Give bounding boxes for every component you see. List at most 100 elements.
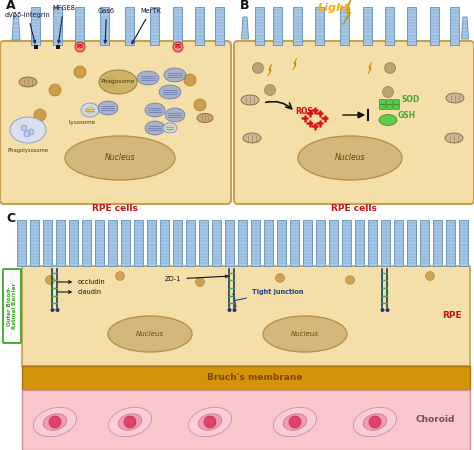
Bar — [100, 7, 109, 45]
Bar — [147, 220, 156, 266]
Bar — [126, 7, 135, 45]
Bar — [382, 220, 391, 266]
Ellipse shape — [283, 414, 307, 430]
Bar — [75, 7, 84, 45]
Text: Tight junction: Tight junction — [232, 289, 303, 307]
Bar — [56, 220, 65, 266]
Polygon shape — [268, 64, 272, 76]
Bar — [18, 220, 27, 266]
Text: RPE: RPE — [442, 311, 462, 320]
Text: Phagosome: Phagosome — [101, 80, 135, 85]
Circle shape — [74, 66, 86, 78]
Ellipse shape — [167, 126, 173, 130]
Bar — [434, 220, 443, 266]
Text: RPE cells: RPE cells — [92, 204, 138, 213]
Ellipse shape — [263, 316, 347, 352]
Circle shape — [116, 271, 125, 280]
Ellipse shape — [118, 414, 142, 430]
Bar — [200, 220, 209, 266]
Polygon shape — [462, 17, 468, 39]
Circle shape — [28, 129, 34, 135]
Circle shape — [104, 76, 116, 88]
Ellipse shape — [164, 68, 186, 82]
Ellipse shape — [273, 407, 317, 436]
Circle shape — [51, 308, 55, 312]
Ellipse shape — [198, 414, 222, 430]
Circle shape — [124, 416, 136, 428]
Circle shape — [275, 274, 284, 283]
Circle shape — [385, 308, 390, 312]
Ellipse shape — [197, 113, 213, 122]
Ellipse shape — [243, 133, 261, 143]
Bar — [293, 7, 302, 45]
Circle shape — [34, 109, 46, 121]
Ellipse shape — [10, 117, 46, 143]
Ellipse shape — [34, 407, 77, 436]
Bar — [340, 7, 349, 45]
Text: claudin: claudin — [58, 289, 102, 295]
Circle shape — [346, 275, 355, 284]
Text: Light: Light — [318, 3, 350, 13]
Bar — [255, 7, 264, 45]
Bar — [368, 220, 377, 266]
Text: Gas6: Gas6 — [98, 8, 115, 43]
FancyBboxPatch shape — [386, 104, 392, 109]
Bar — [273, 7, 283, 45]
Bar — [216, 7, 225, 45]
Text: Lysosome: Lysosome — [68, 120, 96, 125]
Bar — [212, 220, 221, 266]
Text: Nucleus: Nucleus — [105, 153, 135, 162]
Ellipse shape — [163, 123, 177, 133]
Text: occludin: occludin — [58, 279, 106, 285]
Polygon shape — [12, 15, 20, 40]
Ellipse shape — [98, 101, 118, 115]
Ellipse shape — [165, 108, 185, 122]
Bar — [44, 220, 53, 266]
Bar — [303, 220, 312, 266]
Bar — [30, 220, 39, 266]
Ellipse shape — [81, 103, 99, 117]
Bar — [173, 7, 182, 45]
Bar — [22, 390, 470, 450]
Ellipse shape — [19, 77, 37, 87]
Bar — [186, 220, 195, 266]
Text: Bruch's membrane: Bruch's membrane — [207, 374, 303, 382]
Circle shape — [194, 99, 206, 111]
Ellipse shape — [354, 407, 397, 436]
Text: αVβ5-integrin: αVβ5-integrin — [5, 12, 51, 43]
Text: MFGE8: MFGE8 — [52, 5, 75, 43]
Ellipse shape — [109, 407, 152, 436]
Ellipse shape — [145, 103, 165, 117]
Text: MerTK: MerTK — [132, 8, 161, 44]
Ellipse shape — [189, 407, 232, 436]
Circle shape — [49, 416, 61, 428]
Circle shape — [384, 63, 395, 73]
Text: B: B — [240, 0, 249, 12]
Circle shape — [253, 63, 264, 73]
Text: C: C — [6, 212, 15, 225]
Text: Outer Blood-
Retinal Barrier: Outer Blood- Retinal Barrier — [7, 283, 18, 329]
Text: ZO-1: ZO-1 — [165, 275, 228, 282]
Circle shape — [49, 84, 61, 96]
Text: A: A — [6, 0, 16, 12]
FancyBboxPatch shape — [234, 41, 474, 204]
Bar — [420, 220, 429, 266]
Bar — [408, 7, 417, 45]
Bar — [408, 220, 417, 266]
Bar — [173, 220, 182, 266]
Circle shape — [75, 42, 85, 52]
Circle shape — [369, 416, 381, 428]
Ellipse shape — [379, 114, 397, 126]
FancyBboxPatch shape — [393, 104, 400, 109]
Bar — [22, 366, 470, 390]
Ellipse shape — [145, 121, 165, 135]
Ellipse shape — [137, 71, 159, 85]
Bar — [385, 7, 394, 45]
Text: ROS: ROS — [295, 107, 313, 116]
Ellipse shape — [241, 95, 259, 105]
Circle shape — [21, 125, 27, 131]
Circle shape — [383, 86, 393, 98]
FancyBboxPatch shape — [0, 41, 231, 204]
Polygon shape — [368, 62, 372, 74]
Bar — [226, 220, 235, 266]
